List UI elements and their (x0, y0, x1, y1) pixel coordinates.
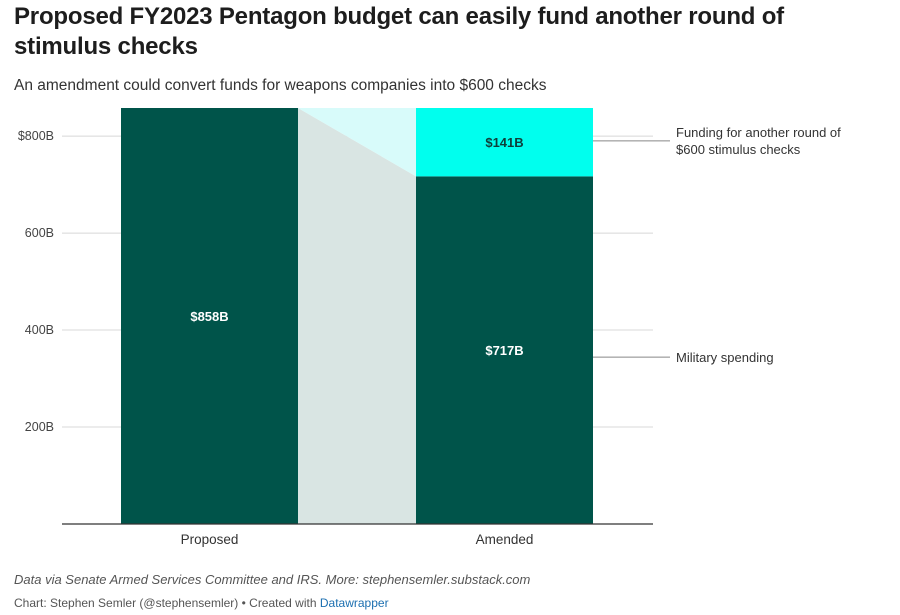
military-bar (121, 108, 298, 524)
stimulus-flow-area (298, 108, 416, 177)
x-category-label: Proposed (181, 532, 239, 547)
chart-subtitle: An amendment could convert funds for wea… (14, 77, 547, 94)
chart-title: Proposed FY2023 Pentagon budget can easi… (14, 3, 784, 60)
stimulus-bar (416, 108, 593, 177)
chart-credit: Chart: Stephen Semler (@stephensemler) •… (14, 595, 389, 611)
military-bar (416, 176, 593, 524)
x-category-label: Amended (476, 532, 534, 547)
y-tick-label: 400B (25, 323, 54, 337)
stimulus-annotation: Funding for another round of $600 stimulu… (676, 125, 841, 157)
y-tick-label: 200B (25, 420, 54, 434)
military-annotation: Military spending (676, 350, 774, 365)
datawrapper-link[interactable]: Datawrapper (319, 596, 389, 610)
credit-text: Chart: Stephen Semler (@stephensemler) •… (14, 596, 320, 610)
stimulus-value-label: $141B (485, 135, 523, 150)
source-notes: Data via Senate Armed Services Committee… (14, 572, 531, 587)
y-tick-label: 600B (25, 226, 54, 240)
military-value-label: $717B (485, 343, 523, 358)
y-tick-label: $800B (18, 129, 54, 143)
military-value-label: $858B (190, 309, 228, 324)
military-flow-area (298, 108, 416, 524)
stacked-bar-chart: 200B 400B 600B $800B $858B Proposed $717B $141B… (18, 108, 841, 547)
